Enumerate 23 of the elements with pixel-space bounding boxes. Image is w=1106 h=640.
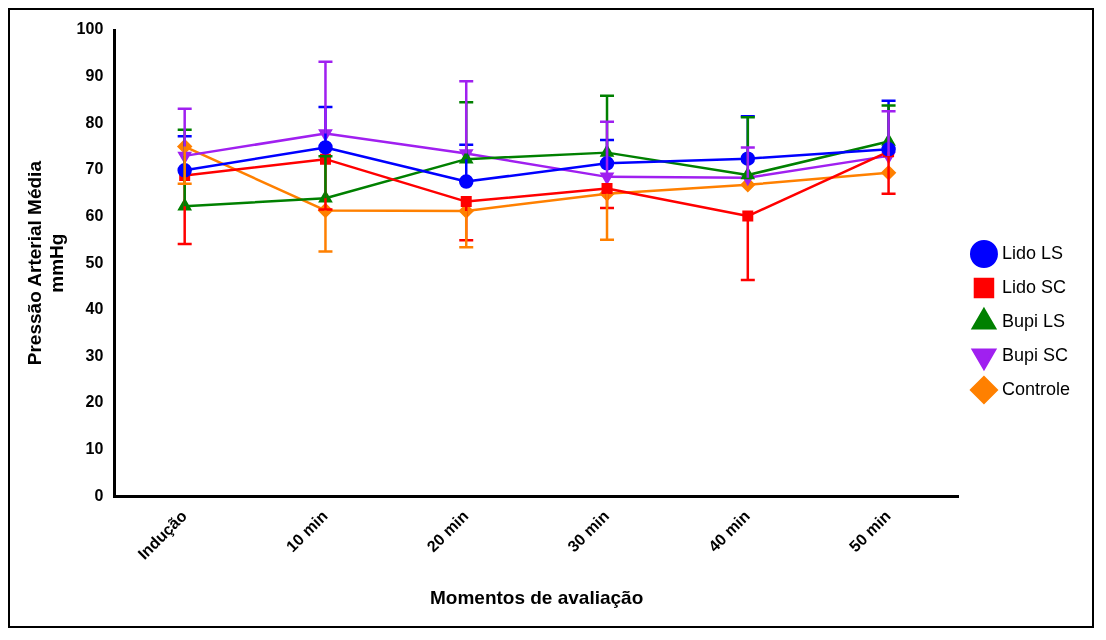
y-tick-label: 10 (85, 440, 104, 458)
legend-label: Lido LS (1001, 242, 1064, 263)
y-tick-label: 100 (76, 20, 104, 38)
y-tick-label: 0 (94, 486, 104, 504)
x-tick-label: 40 min (705, 507, 754, 556)
y-tick-label: 90 (85, 67, 104, 85)
y-tick-label: 60 (85, 206, 104, 224)
y-tick-label: 30 (85, 346, 104, 364)
y-tick-label: 40 (85, 300, 104, 318)
y-tick-label: 20 (85, 393, 104, 411)
legend-label: Bupi SC (1001, 344, 1069, 365)
x-tick-label: 10 min (282, 507, 331, 556)
legend-label: Lido SC (1001, 276, 1067, 297)
y-tick-label: 80 (85, 113, 104, 131)
y-axis-title: Pressão Arterial Média mmHg (23, 160, 68, 366)
y-tick-label: 70 (85, 160, 104, 178)
x-axis-title: Momentos de avaliação (429, 586, 644, 608)
x-tick-label: 30 min (564, 507, 613, 556)
legend-label: Bupi LS (1001, 310, 1066, 331)
y-tick-label: 50 (85, 253, 104, 271)
x-tick-label: 20 min (423, 507, 472, 556)
x-tick-label: 50 min (845, 507, 894, 556)
legend-label: Controle (1001, 378, 1071, 399)
